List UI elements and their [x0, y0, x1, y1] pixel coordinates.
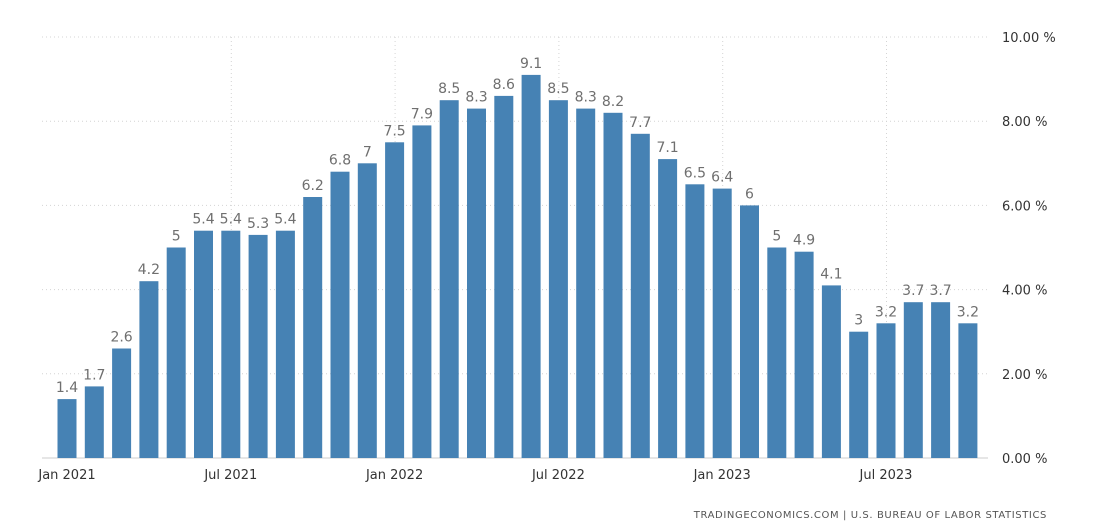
data-label: 3.2: [875, 304, 897, 320]
bar[interactable]: [221, 230, 241, 458]
data-label: 5: [172, 229, 181, 245]
data-label: 6: [745, 186, 754, 202]
data-label: 3: [854, 313, 863, 329]
x-tick-label: Jul 2022: [531, 468, 585, 483]
data-label: 8.3: [465, 90, 487, 106]
bar[interactable]: [548, 100, 568, 458]
data-label: 7.1: [656, 140, 678, 156]
bar[interactable]: [821, 285, 841, 458]
bar[interactable]: [658, 159, 678, 458]
data-label: 5.3: [247, 216, 269, 232]
source-attribution: TRADINGECONOMICS.COM | U.S. BUREAU OF LA…: [693, 510, 1047, 521]
bar[interactable]: [740, 205, 759, 458]
data-label: 2.6: [110, 330, 132, 346]
data-label: 6.4: [711, 170, 733, 186]
bar[interactable]: [931, 302, 951, 458]
data-label: 7.7: [629, 115, 651, 131]
bar[interactable]: [166, 247, 186, 459]
bar[interactable]: [603, 112, 623, 459]
data-label: 6.8: [329, 153, 351, 169]
data-label: 9.1: [520, 56, 542, 72]
bar[interactable]: [84, 386, 104, 458]
y-tick-label: 4.00 %: [1002, 284, 1047, 299]
data-label: 1.4: [56, 380, 78, 396]
bar[interactable]: [794, 251, 814, 458]
bar[interactable]: [876, 323, 896, 458]
bar[interactable]: [685, 184, 705, 459]
bar[interactable]: [903, 302, 923, 458]
bar[interactable]: [712, 188, 732, 458]
data-label: 8.5: [547, 81, 569, 97]
data-label: 4.2: [138, 262, 160, 278]
bar[interactable]: [439, 100, 459, 458]
bar[interactable]: [849, 331, 869, 458]
data-label: 6.5: [684, 165, 706, 181]
bar[interactable]: [303, 197, 323, 458]
x-tick-label: Jan 2022: [365, 468, 423, 483]
data-label: 1.7: [83, 367, 105, 383]
x-axis: Jan 2021 Jul 2021 Jan 2022 Jul 2022 Jan 2023…: [37, 468, 912, 483]
y-tick-label: 10.00 %: [1002, 31, 1056, 46]
y-tick-label: 2.00 %: [1002, 368, 1047, 383]
bar[interactable]: [412, 125, 432, 459]
bar[interactable]: [248, 234, 268, 458]
bar[interactable]: [521, 74, 541, 459]
x-tick-label: Jan 2021: [37, 468, 95, 483]
data-label: 7: [363, 144, 372, 160]
x-tick-label: Jan 2023: [693, 468, 751, 483]
data-label: 4.9: [793, 233, 815, 249]
x-tick-label: Jul 2021: [203, 468, 257, 483]
bar[interactable]: [767, 247, 787, 459]
data-label: 5.4: [220, 212, 242, 228]
x-tick-label: Jul 2023: [859, 468, 913, 483]
data-labels-layer: 1.4 1.7 2.6 4.2 5 5.4 5.4 5.3 5.4 6.2 6.8 7 7.5 7.9 8.…: [56, 56, 979, 396]
data-label: 3.7: [902, 283, 924, 299]
bars-layer: [57, 74, 978, 459]
bar[interactable]: [576, 108, 596, 458]
data-label: 6.2: [302, 178, 324, 194]
bar[interactable]: [630, 133, 650, 459]
data-label: 4.1: [820, 266, 842, 282]
data-label: 5.4: [274, 212, 296, 228]
bar[interactable]: [57, 399, 77, 458]
y-tick-label: 0.00 %: [1002, 452, 1047, 467]
data-label: 8.3: [575, 90, 597, 106]
bar[interactable]: [467, 108, 486, 458]
bar[interactable]: [194, 230, 213, 458]
bar[interactable]: [494, 95, 514, 459]
bar[interactable]: [958, 323, 978, 458]
bar[interactable]: [139, 281, 159, 458]
data-label: 7.9: [411, 106, 433, 122]
bar[interactable]: [330, 171, 350, 458]
y-tick-label: 8.00 %: [1002, 115, 1047, 130]
bar[interactable]: [112, 348, 132, 459]
data-label: 5.4: [192, 212, 214, 228]
bar[interactable]: [275, 230, 295, 458]
data-label: 5: [772, 229, 781, 245]
data-label: 8.2: [602, 94, 624, 110]
data-label: 3.7: [929, 283, 951, 299]
data-label: 3.2: [957, 304, 979, 320]
data-label: 8.6: [493, 77, 515, 93]
y-axis: 0.00 % 2.00 % 4.00 % 6.00 % 8.00 % 10.00 %: [1002, 31, 1056, 467]
bar[interactable]: [357, 163, 377, 459]
y-tick-label: 6.00 %: [1002, 199, 1047, 214]
data-label: 7.5: [383, 123, 405, 139]
bar[interactable]: [385, 142, 405, 459]
data-label: 8.5: [438, 81, 460, 97]
